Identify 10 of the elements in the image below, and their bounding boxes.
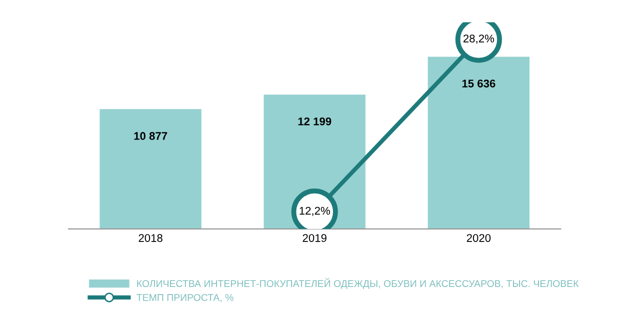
data-label: 10 877	[134, 132, 168, 140]
data-label: 12,2%	[300, 206, 330, 216]
x-tick-label: 2020	[466, 234, 491, 242]
data-label: 28,2%	[463, 34, 494, 44]
legend-label: КОЛИЧЕСТВА ИНТЕРНЕТ-ПОКУПАТЕЛЕЙ ОДЕЖДЫ, ОБУВИ И АКСЕССУАРОВ, ТЫС. ЧЕЛОВЕК	[137, 278, 579, 289]
x-tick-label: 2018	[138, 234, 162, 242]
data-label: 12 199	[298, 117, 332, 126]
data-label: 15 636	[462, 80, 496, 88]
x-tick-label: 2019	[302, 234, 326, 242]
legend-label: ТЕМП ПРИРОСТА, %	[136, 294, 234, 302]
